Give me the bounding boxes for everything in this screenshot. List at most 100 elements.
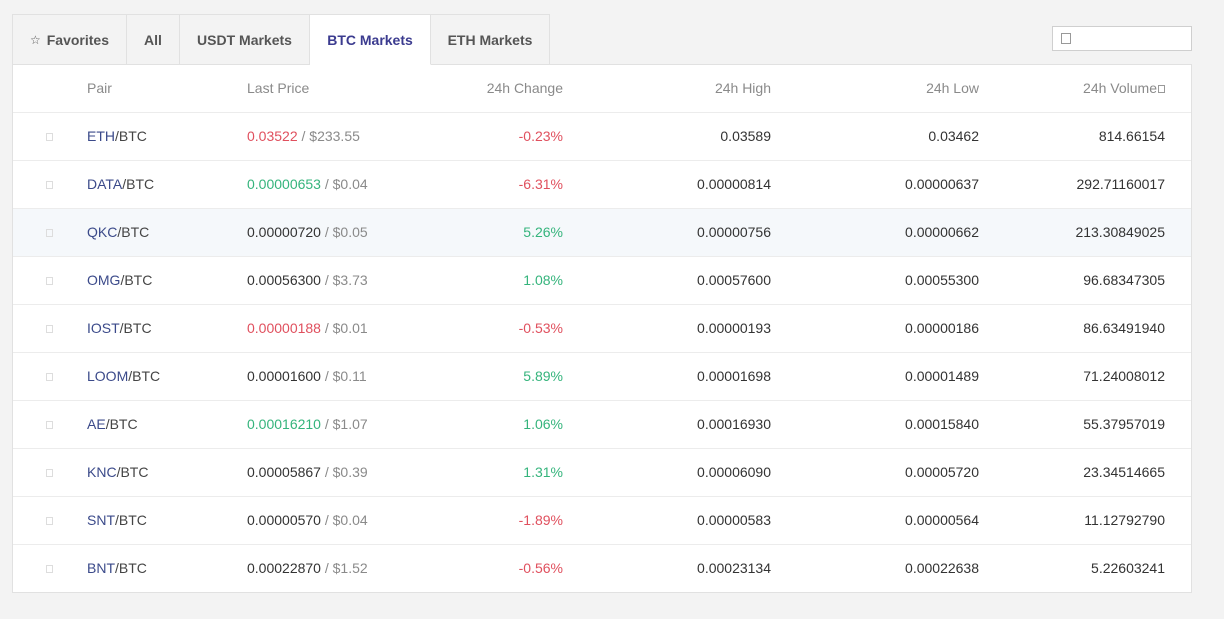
favorite-star-button[interactable] xyxy=(46,401,53,448)
favorite-star-button[interactable] xyxy=(46,209,53,256)
star-icon xyxy=(46,565,53,574)
market-tabs: ☆ Favorites All USDT Markets BTC Markets… xyxy=(12,14,550,65)
tab-label: BTC Markets xyxy=(327,31,413,48)
pair-cell[interactable]: KNC/BTC xyxy=(87,449,148,496)
tab-favorites[interactable]: ☆ Favorites xyxy=(12,14,127,65)
volume-cell: 71.24008012 xyxy=(1083,368,1165,384)
last-price-cell: 0.00016210 / $1.07 xyxy=(247,401,368,448)
last-price: 0.00000188 xyxy=(247,320,321,336)
volume-cell: 292.71160017 xyxy=(1076,176,1166,192)
table-row[interactable]: LOOM/BTC 0.00001600 / $0.11 5.89% 0.0000169… xyxy=(13,353,1191,401)
pair-cell[interactable]: IOST/BTC xyxy=(87,305,152,352)
favorite-star-button[interactable] xyxy=(46,497,53,544)
high-cell: 0.00000583 xyxy=(697,512,771,528)
favorite-star-button[interactable] xyxy=(46,161,53,208)
high-cell: 0.00006090 xyxy=(697,464,771,480)
change-cell: 1.08% xyxy=(523,272,563,288)
pair-quote: /BTC xyxy=(120,272,153,288)
last-price: 0.03522 xyxy=(247,128,298,144)
pair-cell[interactable]: ETH/BTC xyxy=(87,113,147,160)
favorite-star-button[interactable] xyxy=(46,257,53,304)
column-header-low[interactable]: 24h Low xyxy=(926,80,979,96)
column-header-volume[interactable]: 24h Volume xyxy=(1083,65,1165,112)
favorite-star-button[interactable] xyxy=(46,545,53,592)
high-cell: 0.00023134 xyxy=(697,560,771,576)
high-cell: 0.00000756 xyxy=(697,224,771,240)
last-price-cell: 0.00000653 / $0.04 xyxy=(247,161,368,208)
pair-cell[interactable]: QKC/BTC xyxy=(87,209,149,256)
last-price: 0.00000570 xyxy=(247,512,321,528)
usd-price: / $0.39 xyxy=(320,464,368,480)
change-cell: 1.31% xyxy=(523,464,563,480)
favorite-star-button[interactable] xyxy=(46,353,53,400)
usd-price: / $0.04 xyxy=(320,512,368,528)
pair-cell[interactable]: AE/BTC xyxy=(87,401,138,448)
change-cell: 5.89% xyxy=(523,368,563,384)
table-row[interactable]: QKC/BTC 0.00000720 / $0.05 5.26% 0.00000756… xyxy=(13,209,1191,257)
pair-cell[interactable]: OMG/BTC xyxy=(87,257,152,304)
last-price-cell: 0.00000720 / $0.05 xyxy=(247,209,368,256)
usd-price: / $1.52 xyxy=(320,560,368,576)
column-header-volume-label: 24h Volume xyxy=(1083,80,1157,96)
favorite-star-button[interactable] xyxy=(46,113,53,160)
pair-quote: /BTC xyxy=(115,560,147,576)
low-cell: 0.00000186 xyxy=(905,320,979,336)
tab-eth-markets[interactable]: ETH Markets xyxy=(431,14,550,65)
favorite-star-button[interactable] xyxy=(46,305,53,352)
markets-table: Pair Last Price 24h Change 24h High 24h … xyxy=(12,64,1192,593)
tab-label: All xyxy=(144,31,162,48)
high-cell: 0.00000193 xyxy=(697,320,771,336)
last-price: 0.00056300 xyxy=(247,272,321,288)
table-row[interactable]: ETH/BTC 0.03522 / $233.55 -0.23% 0.03589 0.0… xyxy=(13,113,1191,161)
column-header-pair[interactable]: Pair xyxy=(87,80,112,96)
table-row[interactable]: DATA/BTC 0.00000653 / $0.04 -6.31% 0.000008… xyxy=(13,161,1191,209)
pair-cell[interactable]: SNT/BTC xyxy=(87,497,147,544)
pair-base: AE xyxy=(87,416,106,432)
change-cell: -1.89% xyxy=(518,512,563,528)
low-cell: 0.00022638 xyxy=(905,560,979,576)
high-cell: 0.00000814 xyxy=(697,176,771,192)
table-row[interactable]: BNT/BTC 0.00022870 / $1.52 -0.56% 0.0002313… xyxy=(13,545,1191,593)
change-cell: -0.23% xyxy=(518,128,563,144)
last-price: 0.00000720 xyxy=(247,224,321,240)
low-cell: 0.00000564 xyxy=(905,512,979,528)
star-icon: ☆ xyxy=(29,32,41,47)
column-header-change[interactable]: 24h Change xyxy=(486,80,563,96)
table-row[interactable]: AE/BTC 0.00016210 / $1.07 1.06% 0.00016930 0… xyxy=(13,401,1191,449)
volume-cell: 814.66154 xyxy=(1098,128,1165,144)
table-row[interactable]: KNC/BTC 0.00005867 / $0.39 1.31% 0.00006090… xyxy=(13,449,1191,497)
table-row[interactable]: IOST/BTC 0.00000188 / $0.01 -0.53% 0.000001… xyxy=(13,305,1191,353)
star-icon xyxy=(46,229,53,238)
pair-cell[interactable]: BNT/BTC xyxy=(87,545,147,592)
high-cell: 0.03589 xyxy=(720,128,771,144)
tab-btc-markets[interactable]: BTC Markets xyxy=(310,14,431,65)
last-price: 0.00022870 xyxy=(247,560,321,576)
low-cell: 0.00015840 xyxy=(905,416,979,432)
table-row[interactable]: OMG/BTC 0.00056300 / $3.73 1.08% 0.00057600… xyxy=(13,257,1191,305)
column-header-last-price[interactable]: Last Price xyxy=(247,80,310,96)
pair-cell[interactable]: LOOM/BTC xyxy=(87,353,160,400)
usd-price: / $3.73 xyxy=(320,272,368,288)
last-price-cell: 0.00000570 / $0.04 xyxy=(247,497,368,544)
pair-quote: /BTC xyxy=(119,320,152,336)
star-icon xyxy=(46,373,53,382)
favorite-star-button[interactable] xyxy=(46,449,53,496)
tab-usdt-markets[interactable]: USDT Markets xyxy=(180,14,310,65)
pair-quote: /BTC xyxy=(122,176,155,192)
table-row[interactable]: SNT/BTC 0.00000570 / $0.04 -1.89% 0.0000058… xyxy=(13,497,1191,545)
volume-cell: 5.22603241 xyxy=(1091,560,1165,576)
usd-price: / $0.11 xyxy=(320,368,367,384)
pair-base: OMG xyxy=(87,272,121,288)
pair-base: SNT xyxy=(87,512,115,528)
tab-label: ETH Markets xyxy=(447,31,533,48)
last-price-cell: 0.00005867 / $0.39 xyxy=(247,449,368,496)
tab-all[interactable]: All xyxy=(127,14,180,65)
pair-quote: /BTC xyxy=(115,512,147,528)
volume-cell: 55.37957019 xyxy=(1083,416,1165,432)
column-header-high[interactable]: 24h High xyxy=(714,80,771,96)
pair-cell[interactable]: DATA/BTC xyxy=(87,161,154,208)
search-box xyxy=(1052,26,1192,51)
last-price-cell: 0.00056300 / $3.73 xyxy=(247,257,368,304)
volume-cell: 96.68347305 xyxy=(1083,272,1165,288)
search-input[interactable] xyxy=(1075,28,1185,49)
